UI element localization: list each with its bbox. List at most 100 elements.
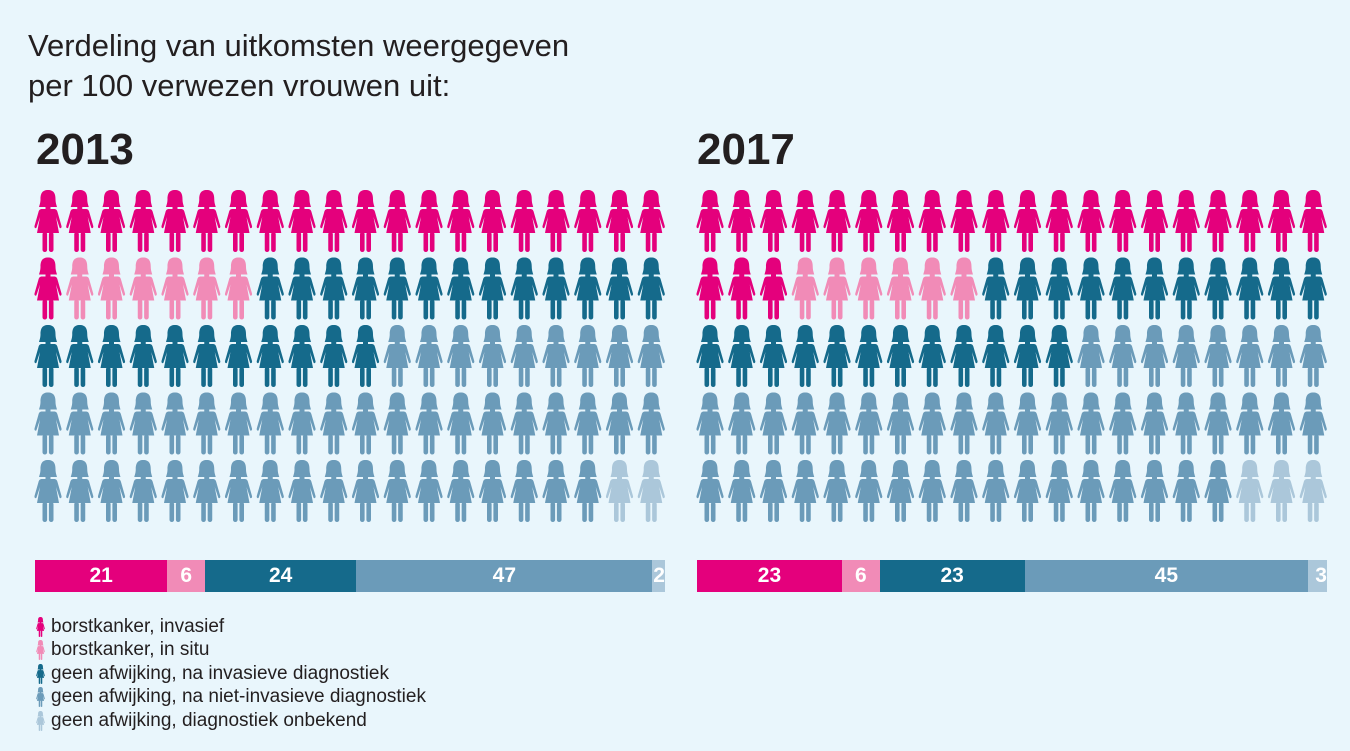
woman-icon	[1140, 257, 1169, 320]
woman-icon	[97, 257, 126, 320]
woman-icon	[1013, 190, 1042, 252]
woman-icon	[36, 687, 45, 707]
woman-icon	[791, 190, 819, 252]
woman-icon	[34, 257, 62, 320]
title-line-2: per 100 verwezen vrouwen uit:	[28, 68, 451, 103]
woman-icon	[542, 190, 570, 252]
woman-icon	[320, 325, 348, 387]
woman-icon	[97, 325, 126, 387]
title-line-1: Verdeling van uitkomsten weergegeven	[28, 28, 570, 63]
woman-icon	[1267, 190, 1296, 252]
woman-icon	[918, 392, 946, 455]
woman-icon	[728, 392, 756, 455]
woman-icon	[415, 257, 443, 320]
woman-icon	[34, 190, 62, 252]
woman-icon	[542, 325, 570, 387]
woman-icon	[886, 392, 915, 455]
woman-icon	[1077, 190, 1105, 252]
woman-icon	[950, 460, 978, 522]
woman-icon	[1267, 392, 1296, 455]
year-2017-title: 2017	[697, 125, 795, 174]
woman-icon	[982, 190, 1010, 252]
woman-icon	[574, 257, 602, 320]
woman-icon	[510, 392, 538, 455]
woman-icon	[637, 190, 665, 252]
woman-icon	[1077, 325, 1105, 387]
woman-icon	[510, 325, 538, 387]
woman-icon	[34, 392, 62, 455]
woman-icon	[759, 392, 788, 455]
woman-icon	[351, 460, 380, 522]
woman-icon	[97, 392, 126, 455]
woman-icon	[193, 190, 221, 252]
woman-icon	[542, 392, 570, 455]
woman-icon	[383, 257, 411, 320]
woman-icon	[823, 460, 851, 522]
woman-icon	[351, 392, 380, 455]
pictogram-2017	[696, 190, 1327, 522]
woman-icon	[161, 257, 189, 320]
woman-icon	[256, 460, 284, 522]
woman-icon	[1236, 190, 1264, 252]
woman-icon	[1109, 325, 1137, 387]
woman-icon	[1013, 392, 1042, 455]
woman-icon	[1172, 392, 1200, 455]
woman-icon	[759, 325, 788, 387]
woman-icon	[224, 190, 253, 252]
bar-segment: 23	[879, 560, 1025, 592]
woman-icon	[728, 325, 756, 387]
stacked-bar-2013: 21 6 24 47 2	[35, 560, 665, 592]
legend-label: borstkanker, in situ	[51, 639, 210, 661]
woman-icon	[982, 392, 1010, 455]
woman-icon	[605, 460, 634, 522]
woman-icon	[728, 460, 756, 522]
woman-icon	[1299, 190, 1327, 252]
woman-icon	[66, 190, 94, 252]
woman-icon	[542, 257, 570, 320]
woman-icon	[950, 190, 978, 252]
woman-icon	[161, 190, 189, 252]
bar-segment: 24	[205, 560, 357, 592]
woman-icon	[950, 392, 978, 455]
woman-icon	[510, 190, 538, 252]
woman-icon	[256, 392, 284, 455]
woman-icon	[1299, 257, 1327, 320]
woman-icon	[1077, 392, 1105, 455]
woman-icon	[696, 392, 724, 455]
woman-icon	[855, 392, 883, 455]
legend-label: geen afwijking, na invasieve diagnostiek	[51, 662, 389, 684]
woman-icon	[447, 460, 475, 522]
pictogram-2013	[34, 190, 665, 522]
legend-item: geen afwijking, na invasieve diagnostiek	[36, 662, 426, 686]
woman-icon	[36, 617, 45, 637]
woman-icon	[823, 190, 851, 252]
woman-icon	[193, 257, 221, 320]
woman-icon	[1172, 460, 1200, 522]
woman-icon	[1013, 325, 1042, 387]
legend-label: geen afwijking, na niet-invasieve diagno…	[51, 686, 426, 708]
woman-icon	[447, 392, 475, 455]
legend-item: borstkanker, invasief	[36, 615, 426, 639]
woman-icon	[478, 460, 507, 522]
woman-icon	[97, 460, 126, 522]
woman-icon	[605, 190, 634, 252]
woman-icon	[351, 325, 380, 387]
woman-icon	[193, 325, 221, 387]
woman-icon	[97, 190, 126, 252]
woman-icon	[1204, 460, 1232, 522]
woman-icon	[1077, 257, 1105, 320]
woman-icon	[129, 325, 157, 387]
woman-icon	[383, 190, 411, 252]
woman-icon	[161, 392, 189, 455]
woman-icon	[574, 392, 602, 455]
woman-icon	[823, 257, 851, 320]
woman-icon	[1109, 392, 1137, 455]
legend-label: borstkanker, invasief	[51, 615, 225, 637]
woman-icon	[161, 460, 189, 522]
woman-icon	[1267, 460, 1296, 522]
woman-icon	[478, 392, 507, 455]
woman-icon	[855, 257, 883, 320]
woman-icon	[1299, 392, 1327, 455]
woman-icon	[728, 190, 756, 252]
woman-icon	[1172, 190, 1200, 252]
